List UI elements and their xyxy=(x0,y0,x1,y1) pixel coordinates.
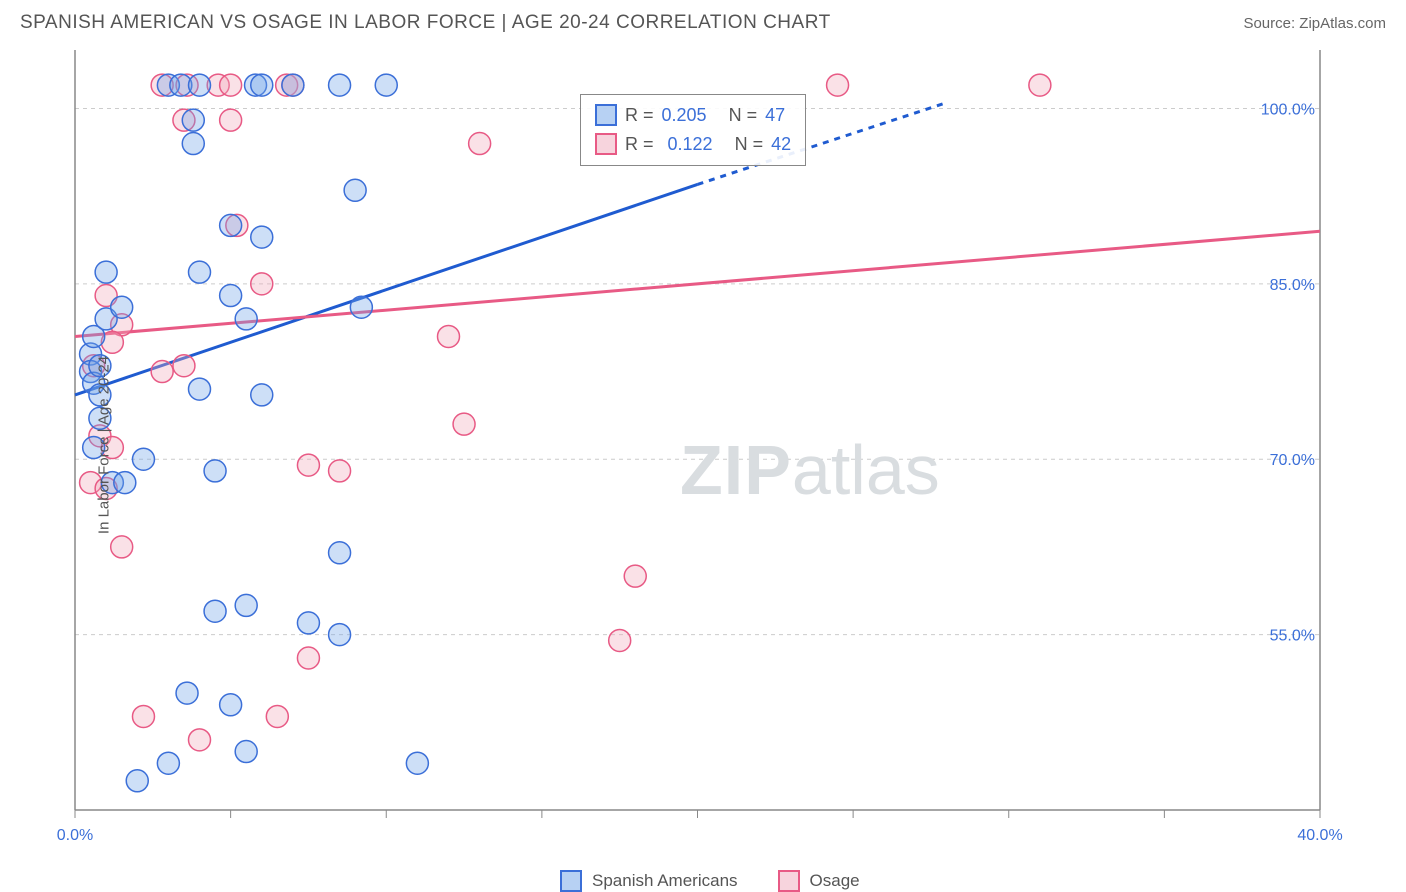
swatch-osage-icon xyxy=(778,870,800,892)
legend-item-spanish: Spanish Americans xyxy=(560,870,738,892)
legend-label-spanish: Spanish Americans xyxy=(592,871,738,891)
n-value-spanish: 47 xyxy=(765,101,785,130)
n-label: N = xyxy=(729,101,758,130)
swatch-spanish xyxy=(595,104,617,126)
y-axis-label: In Labor Force | Age 20-24 xyxy=(96,356,113,534)
stats-row-osage: R = 0.122 N = 42 xyxy=(595,130,791,159)
r-value-osage: 0.122 xyxy=(668,130,713,159)
source-attribution: Source: ZipAtlas.com xyxy=(1243,15,1386,32)
swatch-osage xyxy=(595,133,617,155)
svg-text:85.0%: 85.0% xyxy=(1270,277,1315,294)
series-legend: Spanish Americans Osage xyxy=(560,870,860,892)
svg-text:55.0%: 55.0% xyxy=(1270,628,1315,645)
legend-item-osage: Osage xyxy=(778,870,860,892)
stats-legend: R = 0.205 N = 47 R = 0.122 N = 42 xyxy=(580,94,806,166)
scatter-chart: 55.0% 70.0% 85.0% 100.0% 0.0% 40.0% xyxy=(20,50,1386,840)
svg-text:70.0%: 70.0% xyxy=(1270,452,1315,469)
n-value-osage: 42 xyxy=(771,130,791,159)
r-value-spanish: 0.205 xyxy=(662,101,707,130)
svg-text:40.0%: 40.0% xyxy=(1297,827,1342,840)
svg-text:0.0%: 0.0% xyxy=(57,827,93,840)
swatch-spanish-icon xyxy=(560,870,582,892)
stats-row-spanish: R = 0.205 N = 47 xyxy=(595,101,791,130)
r-label: R = xyxy=(625,101,654,130)
chart-container: In Labor Force | Age 20-24 55.0% 70.0% 85.… xyxy=(20,50,1386,840)
legend-label-osage: Osage xyxy=(810,871,860,891)
svg-text:100.0%: 100.0% xyxy=(1261,101,1315,118)
chart-title: SPANISH AMERICAN VS OSAGE IN LABOR FORCE… xyxy=(20,12,831,34)
n-label: N = xyxy=(735,130,764,159)
r-label: R = xyxy=(625,130,654,159)
